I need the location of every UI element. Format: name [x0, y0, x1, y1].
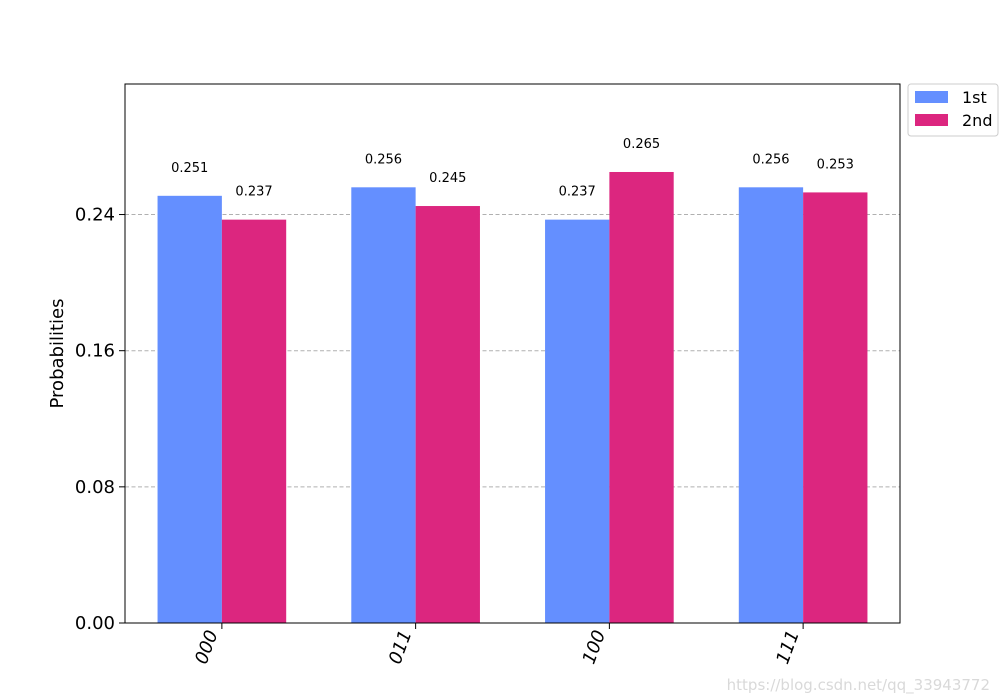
ytick-label-3: 0.24	[75, 205, 115, 226]
bar-value-label-2nd-111: 0.253	[817, 157, 854, 172]
legend-swatch-1st	[915, 91, 948, 103]
y-axis-title: Probabilities	[47, 299, 68, 409]
xtick-label-111: 111	[772, 628, 803, 667]
bar-value-label-1st-011: 0.256	[365, 152, 402, 167]
bar-1st-100	[545, 219, 610, 624]
watermark-text: https://blog.csdn.net/qq_33943772	[726, 676, 990, 694]
bar-2nd-011	[415, 206, 480, 623]
ytick-label-1: 0.08	[75, 477, 115, 498]
bar-2nd-100	[609, 171, 674, 624]
bar-1st-111	[738, 187, 804, 623]
xtick-label-011: 011	[385, 628, 416, 667]
bar-2nd-000	[221, 219, 287, 624]
bar-1st-000	[157, 195, 222, 624]
bar-value-label-1st-000: 0.251	[171, 161, 208, 176]
xtick-label-100: 100	[579, 628, 610, 667]
bar-value-label-2nd-000: 0.237	[235, 185, 272, 200]
legend-label-1st: 1st	[962, 88, 987, 107]
bar-1st-011	[351, 187, 416, 623]
ytick-label-2: 0.16	[75, 341, 115, 362]
legend-label-2nd: 2nd	[962, 111, 992, 130]
plot-frame	[124, 83, 901, 624]
bar-value-label-2nd-011: 0.245	[429, 171, 466, 186]
bar-value-label-2nd-100: 0.265	[623, 137, 660, 152]
ytick-label-0: 0.00	[75, 613, 115, 634]
bar-value-label-1st-100: 0.237	[559, 185, 596, 200]
legend-swatch-2nd	[915, 114, 948, 126]
bar-2nd-111	[803, 192, 868, 623]
xtick-label-000: 000	[191, 628, 222, 667]
bar-value-label-1st-111: 0.256	[752, 152, 789, 167]
